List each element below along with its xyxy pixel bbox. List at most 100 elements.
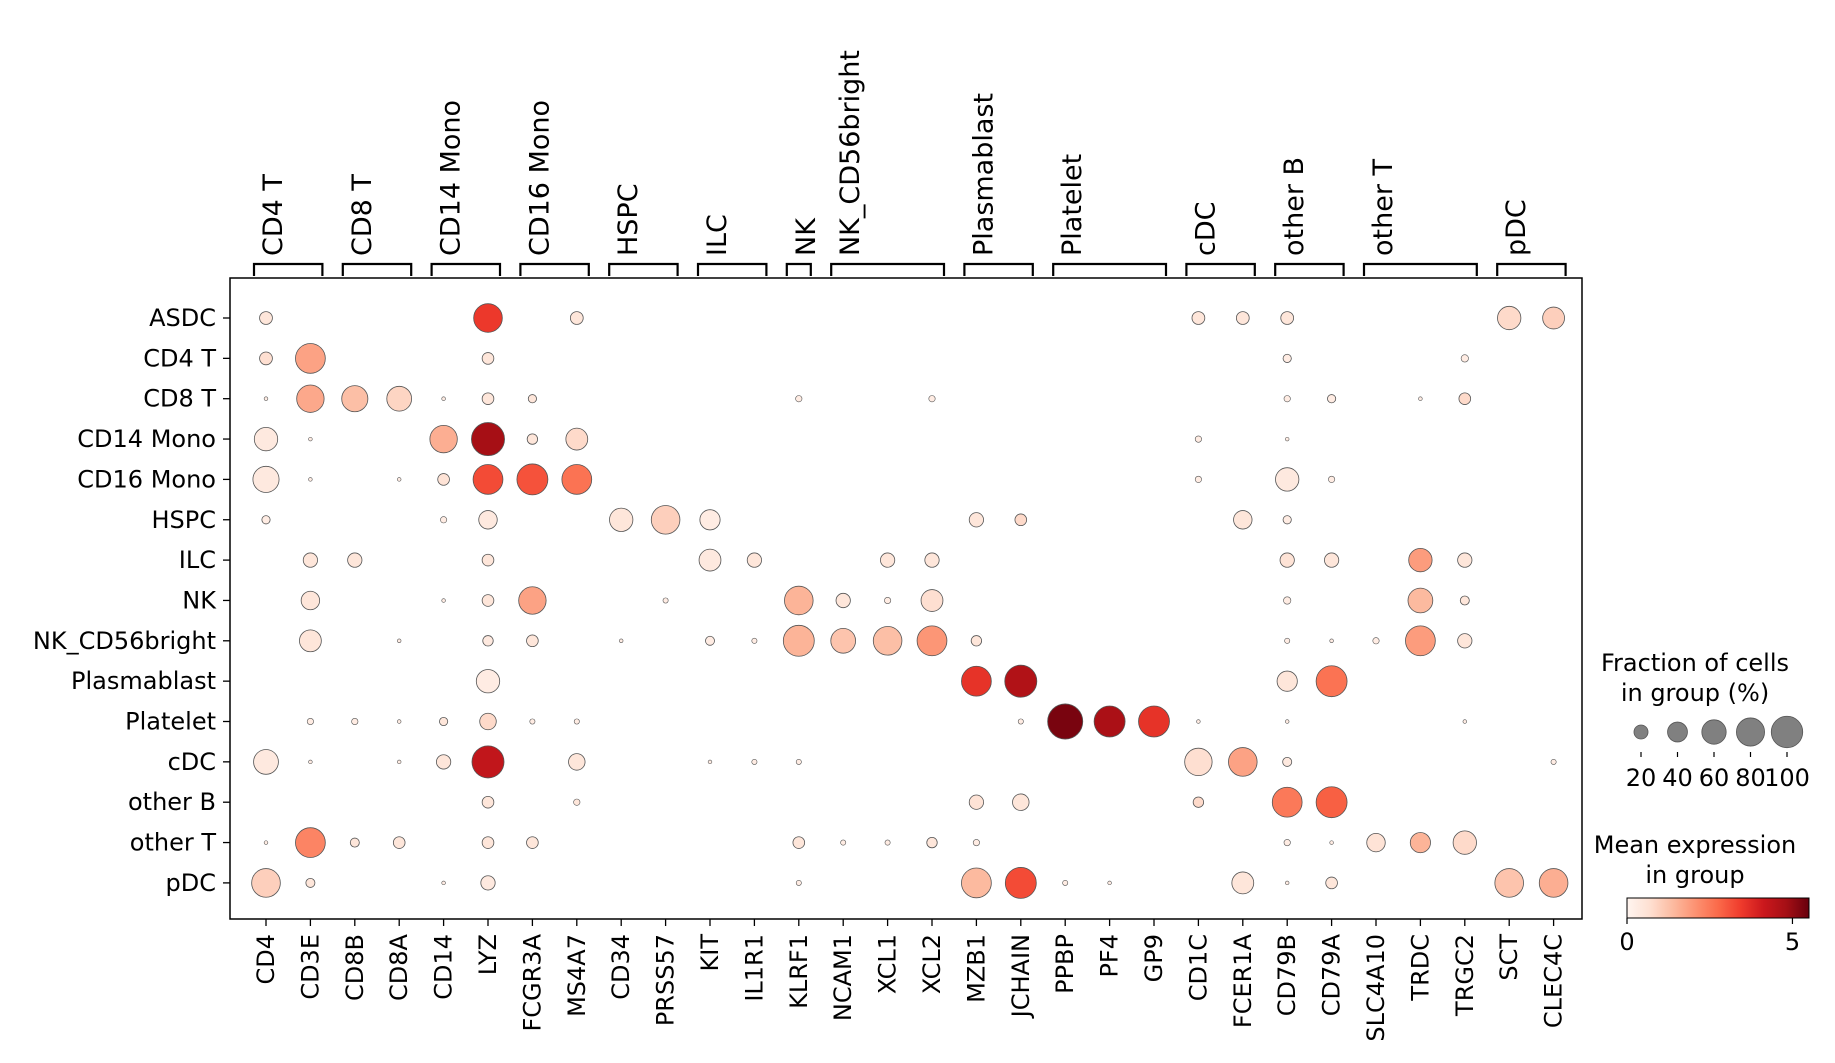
dot <box>880 552 896 568</box>
dot <box>1093 705 1126 738</box>
dot <box>707 759 713 765</box>
gene-label: CD34 <box>607 934 635 1000</box>
cell-group-label: Plasmablast <box>71 667 216 695</box>
dot <box>306 717 314 725</box>
size-legend-tick-label: 80 <box>1735 764 1766 792</box>
dot <box>961 867 992 899</box>
cell-group-label: cDC <box>168 748 216 776</box>
group-bracket <box>519 262 590 276</box>
size-legend-dot <box>1667 721 1688 743</box>
gene-label: LYZ <box>474 934 502 975</box>
gene-label: MZB1 <box>962 934 990 1003</box>
dot <box>795 879 802 886</box>
dot <box>1324 552 1340 568</box>
group-bracket-label: cDC <box>1190 202 1221 257</box>
group-bracket <box>608 262 679 276</box>
dot <box>386 385 413 412</box>
gene-labels: CD4 CD3E CD8B CD8A CD14 LYZ FCGR3A MS4A7 CD34 PRS… <box>252 919 1568 1042</box>
dot <box>1457 552 1473 568</box>
dot <box>471 745 505 779</box>
dot <box>1235 311 1250 325</box>
dot <box>349 837 360 848</box>
dot <box>437 473 450 486</box>
dot <box>1459 595 1470 606</box>
gene-label: XCL2 <box>918 934 946 994</box>
dot <box>295 827 326 858</box>
dot <box>1231 871 1255 895</box>
dot <box>1328 475 1336 483</box>
group-bracket <box>252 262 324 276</box>
group-bracket <box>341 262 413 276</box>
dot <box>1004 664 1038 698</box>
size-legend-title-line2: in group (%) <box>1621 679 1769 707</box>
group-bracket-label: CD14 Mono <box>436 100 467 256</box>
gene-label: PPBP <box>1051 934 1079 994</box>
dot <box>1017 718 1024 725</box>
dot <box>1271 786 1303 818</box>
colorbar-tick-label: 5 <box>1785 928 1800 956</box>
color-legend-title-line1: Mean expression <box>1594 831 1796 859</box>
dot <box>1458 392 1472 405</box>
dot <box>835 592 851 609</box>
dot <box>471 422 505 457</box>
dot <box>746 552 762 568</box>
dot <box>481 553 495 567</box>
group-bracket-label: other B <box>1279 157 1310 256</box>
dot <box>478 510 498 530</box>
dot <box>397 638 402 643</box>
group-bracket-label: Plasmablast <box>968 93 999 256</box>
dot <box>1329 638 1334 643</box>
size-legend-dot <box>1770 715 1804 749</box>
dot <box>472 464 504 495</box>
dot <box>968 794 984 810</box>
dot <box>529 718 536 725</box>
dot <box>1285 436 1290 442</box>
dot <box>698 548 722 572</box>
dot <box>296 384 325 413</box>
dot <box>300 590 321 611</box>
gene-label: CD1C <box>1184 934 1212 1001</box>
dot <box>565 427 589 451</box>
dot <box>253 749 279 775</box>
dot <box>526 836 539 849</box>
dot <box>441 880 446 886</box>
cell-group-label: CD14 Mono <box>77 425 216 453</box>
dot <box>305 877 316 888</box>
dot <box>480 875 496 891</box>
dot <box>699 509 721 531</box>
group-bracket-label: CD4 T <box>258 174 289 256</box>
dot <box>1107 880 1112 886</box>
dot <box>1194 475 1202 483</box>
dot <box>1405 625 1436 657</box>
size-legend-dot <box>1633 724 1649 740</box>
gene-label: CD14 <box>430 934 458 1000</box>
dot <box>526 634 539 648</box>
dot <box>1194 435 1202 443</box>
dot <box>1283 596 1292 605</box>
dot <box>440 516 448 524</box>
dot <box>527 394 537 404</box>
dot <box>872 626 903 656</box>
gene-label: CLEC4C <box>1540 934 1568 1028</box>
plot-area <box>229 277 1583 920</box>
plot-frame <box>229 277 1583 920</box>
dot <box>308 759 313 765</box>
dot <box>397 759 402 765</box>
dot <box>1408 547 1433 573</box>
colorbar-tick-label: 0 <box>1619 928 1634 956</box>
gene-label: CD8A <box>385 933 413 1001</box>
gene-label: JCHAIN <box>1007 934 1035 1019</box>
group-bracket-label: HSPC <box>613 183 644 256</box>
dot <box>1184 747 1213 777</box>
dot <box>1047 703 1084 740</box>
dot <box>1315 665 1348 698</box>
dot <box>1196 719 1201 724</box>
dot <box>795 395 803 403</box>
dot <box>928 395 936 403</box>
dot <box>1283 395 1291 403</box>
dot <box>441 396 446 401</box>
gene-label: TRGC2 <box>1451 934 1479 1017</box>
